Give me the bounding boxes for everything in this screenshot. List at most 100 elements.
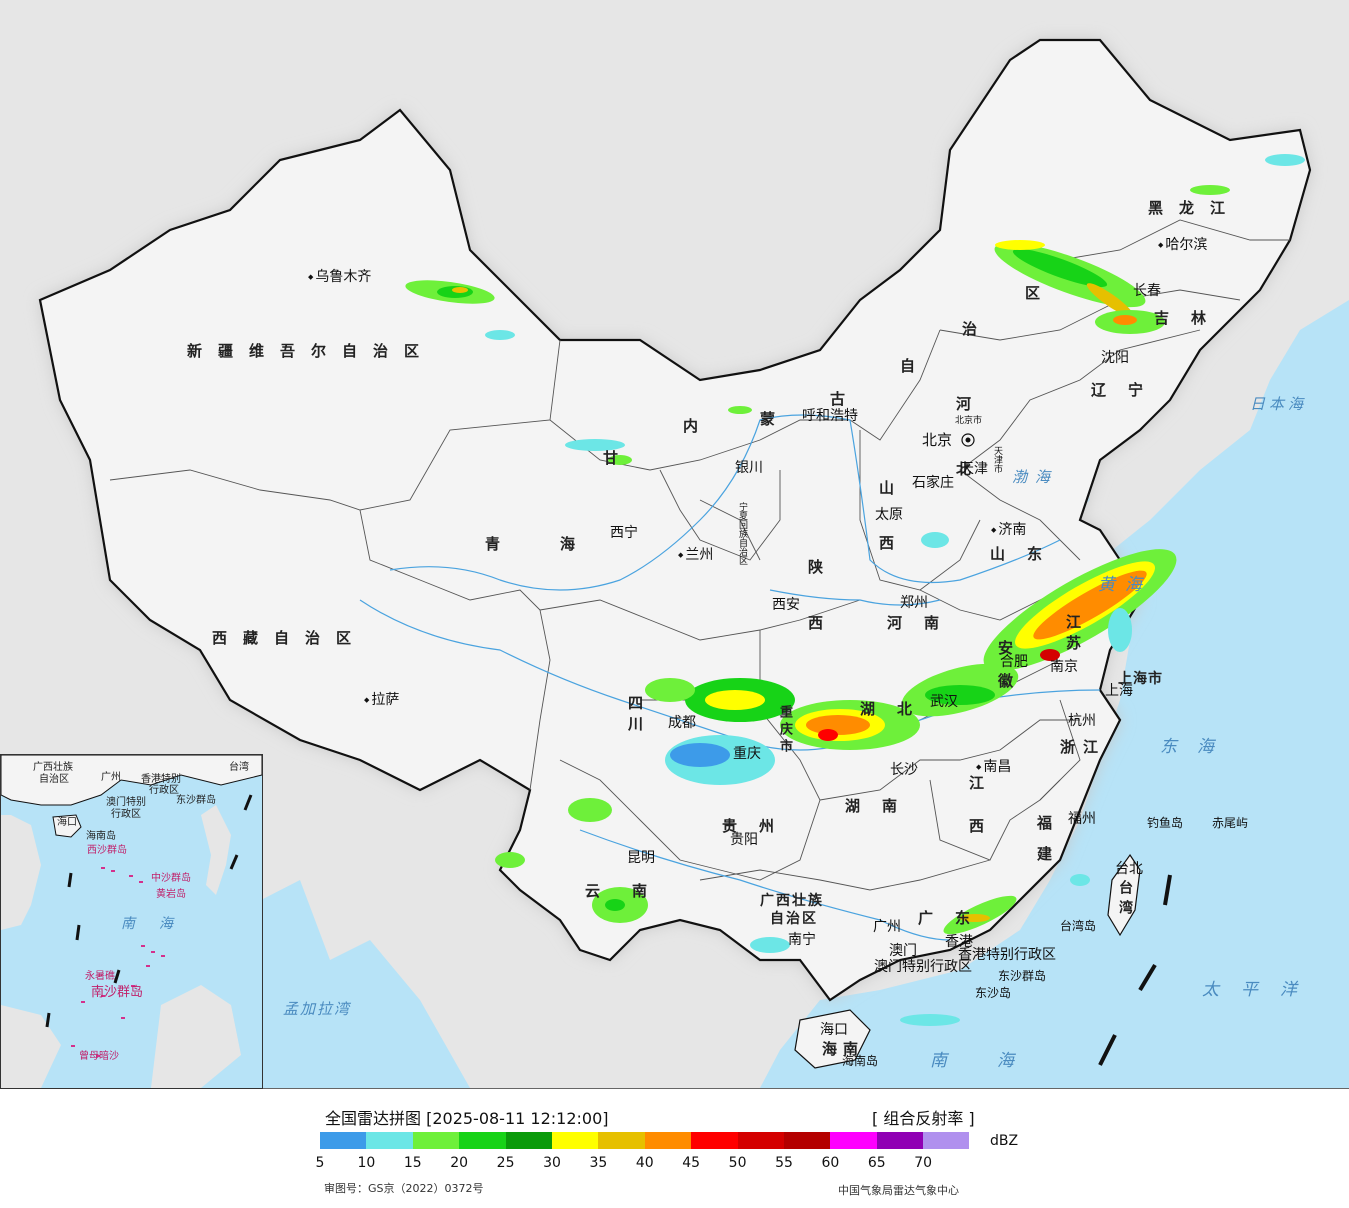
legend-swatch bbox=[783, 1132, 831, 1149]
inset-nan: 南 bbox=[121, 916, 135, 932]
province-gansu: 甘 bbox=[603, 449, 635, 467]
city-guiyang: 贵阳 bbox=[730, 832, 758, 848]
legend-swatch bbox=[876, 1132, 924, 1149]
province-shanghai: 上海市 bbox=[1118, 671, 1163, 687]
province-xinjiang: 新疆维吾尔自治区 bbox=[187, 342, 436, 360]
province-shandong: 山东 bbox=[990, 545, 1065, 563]
province-xizang: 西藏自治区 bbox=[212, 629, 368, 647]
province-sichuan: 四川 bbox=[626, 695, 644, 737]
legend-swatch bbox=[598, 1132, 645, 1149]
province-qu: 区 bbox=[1025, 284, 1057, 302]
legend-swatch bbox=[366, 1132, 413, 1149]
city-macau: 澳门 bbox=[889, 943, 917, 959]
city-harbin: 哈尔滨 bbox=[1158, 238, 1207, 252]
island-dongsha-qundao: 东沙群岛 bbox=[998, 969, 1047, 983]
source-credit: 中国气象局雷达气象中心 bbox=[838, 1184, 959, 1197]
province-jiangsu: 江苏 bbox=[1064, 614, 1082, 656]
inset-yongshu: 永暑礁 bbox=[85, 971, 115, 982]
city-shanghai: 上海 bbox=[1105, 683, 1133, 699]
province-shaan: 陕 bbox=[808, 558, 840, 576]
city-wuhan: 武汉 bbox=[930, 694, 958, 710]
city-hefei: 合肥 bbox=[1000, 654, 1028, 670]
province-hunan: 湖南 bbox=[845, 797, 920, 815]
city-beijing: 北京 bbox=[922, 431, 953, 449]
province-zi: 自 bbox=[900, 357, 932, 375]
sea-bay-of-bengal bbox=[261, 880, 470, 1088]
legend-swatch bbox=[644, 1132, 692, 1149]
island-diaoyu: 钓鱼岛 bbox=[1147, 816, 1184, 830]
province-xi: 西 bbox=[808, 614, 840, 632]
island-hainan: 海南岛 bbox=[842, 1054, 879, 1068]
province-jiangxi: 江西 bbox=[967, 775, 985, 861]
legend-tick-label: 65 bbox=[867, 1155, 886, 1171]
legend-swatch bbox=[412, 1132, 460, 1149]
legend-swatch bbox=[320, 1132, 367, 1149]
province-ningxia: 宁夏回族自治区 bbox=[737, 502, 747, 565]
city-chongqing: 重庆 bbox=[733, 746, 761, 762]
sea-nanhai: 南海 bbox=[930, 1051, 1064, 1071]
hainan-island bbox=[794, 1009, 871, 1069]
city-yinchuan: 银川 bbox=[735, 460, 763, 476]
city-taipei: 台北 bbox=[1115, 861, 1143, 877]
legend-unit: dBZ bbox=[990, 1133, 1019, 1149]
province-fujian: 福建 bbox=[1035, 815, 1053, 877]
province-zhi: 治 bbox=[962, 320, 994, 338]
legend-title: 全国雷达拼图 [2025-08-11 12:12:00] bbox=[325, 1109, 609, 1128]
legend-product: [ 组合反射率 ] bbox=[872, 1109, 975, 1128]
city-changsha: 长沙 bbox=[890, 762, 918, 778]
legend-panel: 全国雷达拼图 [2025-08-11 12:12:00] [ 组合反射率 ] d… bbox=[0, 1089, 1349, 1208]
province-henan: 河南 bbox=[887, 614, 962, 632]
island-chiwei: 赤尾屿 bbox=[1212, 816, 1249, 830]
legend-colorbar bbox=[320, 1132, 970, 1149]
province-beijing: 北京市 bbox=[955, 416, 983, 426]
province-hebei: 河北 bbox=[954, 396, 972, 526]
province-taiwan: 台湾 bbox=[1117, 880, 1133, 920]
inset-mo-1: 澳门特别 bbox=[106, 797, 146, 808]
province-tianjin: 天津市 bbox=[992, 446, 1002, 473]
province-guangdong: 广东 bbox=[918, 909, 993, 927]
inset-hk-2: 行政区 bbox=[149, 785, 179, 796]
city-hongkong: 香港 bbox=[945, 934, 973, 950]
legend-tick-label: 15 bbox=[403, 1155, 422, 1171]
inset-dongsha: 东沙群岛 bbox=[176, 795, 216, 806]
province-hubei: 湖北 bbox=[860, 700, 935, 718]
legend-tick-label: 25 bbox=[496, 1155, 515, 1171]
province-nei: 内 bbox=[683, 417, 715, 435]
inset-hk-1: 香港特别 bbox=[141, 774, 181, 785]
sea-pacific: 太平洋 bbox=[1202, 980, 1319, 1000]
province-jilin: 吉林 bbox=[1154, 309, 1229, 327]
south-china-sea-inset: 广西壮族 自治区 广州 香港特别 行政区 澳门特别 行政区 东沙群岛 台湾 海口… bbox=[0, 754, 263, 1089]
legend-tick-label: 30 bbox=[543, 1155, 561, 1171]
inset-huangyan: 黄岩岛 bbox=[156, 889, 186, 900]
province-meng: 蒙 bbox=[760, 410, 792, 428]
legend-swatch bbox=[505, 1132, 552, 1149]
legend-swatch bbox=[551, 1132, 599, 1149]
city-hangzhou: 杭州 bbox=[1068, 713, 1096, 729]
sea-east bbox=[760, 300, 1349, 1088]
sea-bohai-label: 渤海 bbox=[1012, 468, 1059, 486]
city-zhengzhou: 郑州 bbox=[900, 595, 928, 611]
sea-japan: 日本海 bbox=[1250, 395, 1308, 413]
legend-tick-label: 55 bbox=[775, 1155, 793, 1171]
island-taiwan: 台湾岛 bbox=[1060, 919, 1097, 933]
city-shenyang: 沈阳 bbox=[1101, 350, 1129, 366]
inset-zhongsha: 中沙群岛 bbox=[151, 873, 191, 884]
inset-hainan-island: 海南岛 bbox=[86, 831, 116, 842]
legend-tick-label: 70 bbox=[914, 1155, 933, 1171]
city-taiyuan: 太原 bbox=[875, 507, 903, 523]
sea-huanghai: 黄海 bbox=[1098, 575, 1152, 595]
city-lanzhou: 兰州 bbox=[678, 548, 713, 562]
legend-tick-label: 20 bbox=[450, 1155, 469, 1171]
city-hohhot: 呼和浩特 bbox=[802, 408, 858, 424]
city-chengdu: 成都 bbox=[668, 715, 696, 731]
inset-svg bbox=[1, 755, 262, 1088]
province-qinghai: 青海 bbox=[485, 535, 636, 553]
inset-zengmu: 曾母暗沙 bbox=[79, 1051, 119, 1062]
city-jinan: 济南 bbox=[991, 523, 1026, 537]
legend-tick-label: 60 bbox=[821, 1155, 840, 1171]
city-guangzhou: 广州 bbox=[873, 919, 901, 935]
island-dongsha: 东沙岛 bbox=[975, 986, 1012, 1000]
sea-bengal: 孟加拉湾 bbox=[283, 1000, 352, 1018]
inset-mo-2: 行政区 bbox=[111, 809, 141, 820]
province-hainan: 海南 bbox=[822, 1040, 865, 1058]
